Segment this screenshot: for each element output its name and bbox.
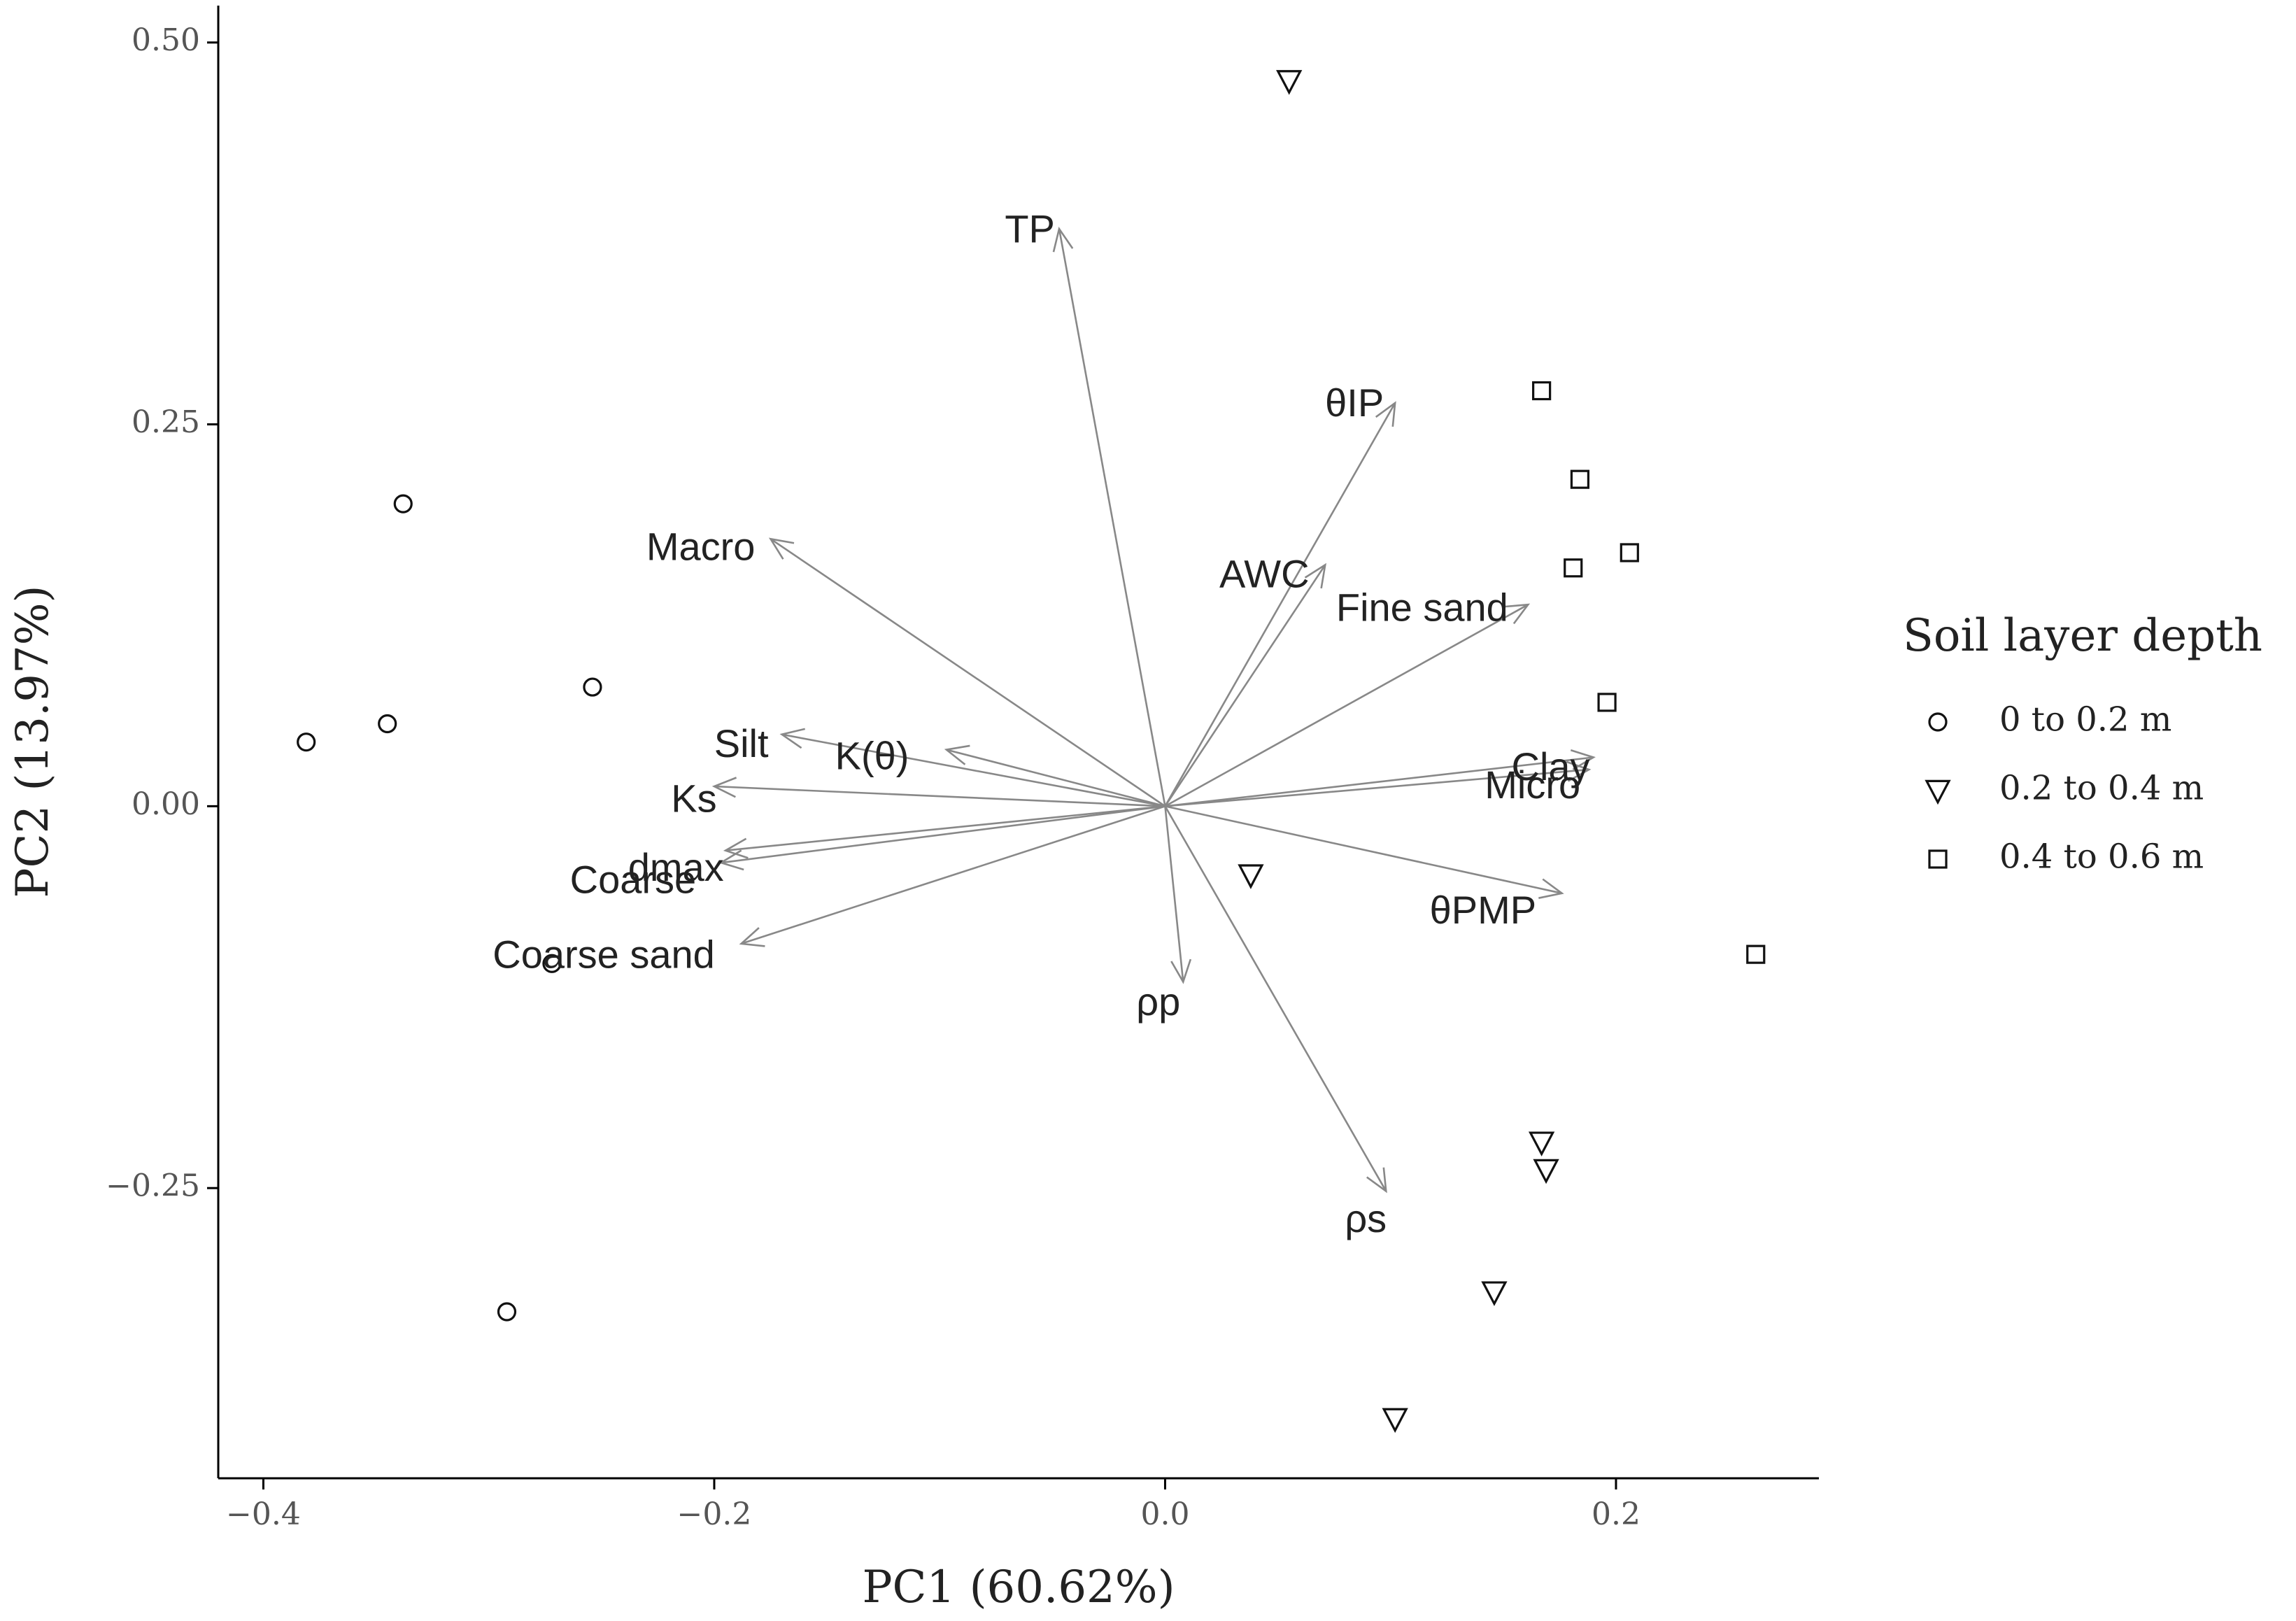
y-tick-label: 0.00 (132, 786, 200, 822)
legend-item-0-2-to-0-4-m: 0.2 to 0.4 m (1925, 769, 2204, 808)
legend-label: 0.4 to 0.6 m (1999, 837, 2204, 877)
x-tick-label: −0.2 (677, 1496, 752, 1532)
legend-item-0-to-0-2-m: 0 to 0.2 m (1928, 700, 2171, 739)
loading-arrow-awc (1164, 562, 1327, 807)
legend-label: 0.2 to 0.4 m (1999, 769, 2204, 808)
loading-label-fine-sand: Fine sand (1336, 586, 1508, 630)
loading-arrow-p (1164, 806, 1192, 984)
point-0-2-to-0-4-m-4 (1533, 1159, 1559, 1184)
loading-label-awc: AWC (1219, 552, 1310, 596)
point-0-2-to-0-4-m-2 (1238, 864, 1264, 889)
loading-label-macro: Macro (646, 524, 756, 568)
point-0-to-0-2-m-2 (297, 732, 316, 752)
x-tick-label: 0.0 (1140, 1496, 1189, 1532)
point-0-2-to-0-4-m-5 (1481, 1281, 1508, 1306)
loading-arrow-ip (1164, 401, 1396, 807)
x-axis-title: PC1 (60.62%) (862, 1562, 1175, 1613)
point-0-2-to-0-4-m-6 (1382, 1408, 1408, 1434)
point-0-4-to-0-6-m-3 (1564, 558, 1583, 578)
point-0-2-to-0-4-m-3 (1528, 1131, 1555, 1156)
loading-arrow-fine-sand (1164, 603, 1531, 807)
loading-arrow-tp (1052, 226, 1166, 807)
legend-label: 0 to 0.2 m (1999, 700, 2171, 739)
legend-key-triangle-down (1925, 779, 1951, 805)
loading-label-coarse-sand: Coarse sand (492, 932, 715, 976)
point-0-to-0-2-m-6 (497, 1302, 517, 1322)
point-0-2-to-0-4-m-1 (1276, 70, 1303, 95)
loading-label-tp: TP (1005, 206, 1055, 250)
legend-title: Soil layer depth (1903, 610, 2262, 662)
loading-arrow-macro (768, 537, 1166, 807)
point-0-to-0-2-m-3 (378, 714, 397, 734)
loading-arrow-s (1164, 805, 1387, 1194)
point-0-to-0-2-m-5 (542, 954, 562, 973)
loading-label-coarse: Coarse (570, 857, 697, 901)
loading-label-clay: Clay (1512, 744, 1590, 788)
loading-arrow-k (944, 744, 1165, 807)
point-0-4-to-0-6-m-1 (1532, 381, 1552, 401)
y-axis-ticks: −0.25 0.00 0.25 0.50 (106, 22, 218, 1204)
loading-label-ip: θIP (1325, 381, 1384, 425)
legend-entries: 0 to 0.2 m 0.2 to 0.4 m 0.4 to 0.6 m (1925, 700, 2204, 877)
sample-points (297, 70, 1766, 1434)
loading-arrows (711, 226, 1596, 1194)
loading-arrow-pmp (1165, 805, 1564, 899)
x-tick-label: −0.4 (226, 1496, 301, 1532)
loading-label-micro: Micro (1484, 763, 1580, 807)
legend-key-circle (1928, 712, 1948, 732)
point-0-to-0-2-m-1 (393, 494, 413, 514)
point-0-4-to-0-6-m-6 (1746, 944, 1766, 964)
loading-label-k: K(θ) (835, 733, 909, 777)
loading-label-dmax: dmax (628, 845, 724, 889)
y-tick-label: −0.25 (106, 1168, 200, 1204)
loading-label-silt: Silt (714, 721, 769, 765)
x-tick-label: 0.2 (1592, 1496, 1640, 1532)
loading-arrow-dmax (723, 805, 1165, 859)
loading-label-ks: Ks (671, 777, 716, 821)
loading-label-p: ρp (1136, 979, 1180, 1024)
point-0-to-0-2-m-4 (583, 677, 602, 697)
legend-item-0-4-to-0-6-m: 0.4 to 0.6 m (1928, 837, 2204, 877)
loading-arrow-micro (1165, 760, 1592, 807)
legend: Soil layer depth 0 to 0.2 m0.2 to 0.4 m0… (1903, 610, 2262, 877)
y-tick-label: 0.50 (132, 22, 200, 58)
loading-labels: TP θIP Macro AWC Fine sand Silt K(θ) Ks ClayMicr… (492, 206, 1589, 1240)
loading-arrow-clay (1165, 749, 1596, 807)
y-tick-label: 0.25 (132, 404, 200, 440)
x-axis-ticks: −0.4 −0.2 0.0 0.2 (226, 1478, 1640, 1532)
loading-label-s: ρs (1345, 1196, 1387, 1240)
loading-arrow-silt (779, 728, 1165, 807)
loading-arrow-coarse-sand (739, 805, 1165, 947)
y-axis-title: PC2 (13.97%) (7, 585, 59, 898)
loading-label-pmp: θPMP (1430, 888, 1537, 932)
point-0-4-to-0-6-m-5 (1597, 693, 1617, 712)
legend-key-square (1928, 849, 1948, 869)
point-0-4-to-0-6-m-2 (1570, 469, 1590, 489)
loading-arrow-coarse (718, 805, 1165, 871)
point-0-4-to-0-6-m-4 (1620, 543, 1639, 562)
loading-arrow-ks (711, 777, 1165, 807)
